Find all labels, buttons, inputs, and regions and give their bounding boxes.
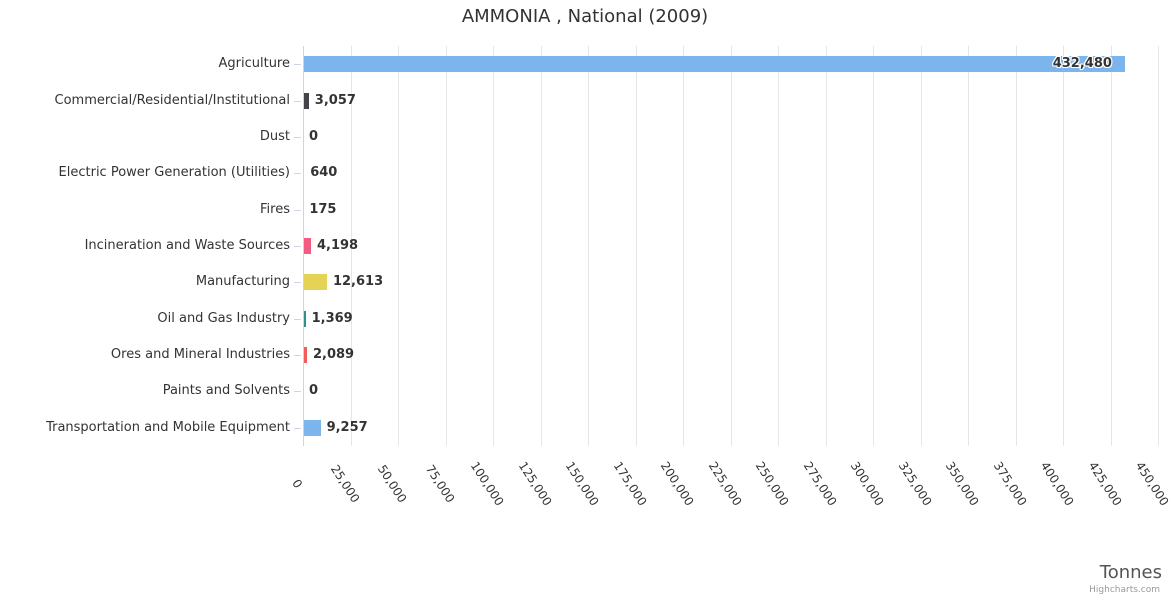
bar-value-label: 175 [309, 201, 337, 217]
x-axis-tick-label: 225,000 [705, 459, 745, 509]
bar-value-label: 12,613 [332, 274, 384, 290]
bar[interactable] [303, 310, 306, 327]
gridline [350, 46, 352, 446]
category-tick-mark [294, 64, 301, 66]
x-axis-tick-label: 150,000 [562, 459, 602, 509]
gridline [825, 46, 827, 446]
bar[interactable] [303, 347, 307, 364]
gridline [1063, 46, 1064, 446]
category-label: Agriculture [218, 56, 291, 72]
bar-value-label: 640 [310, 165, 338, 181]
category-tick-mark [294, 209, 301, 211]
highcharts-credit-link[interactable]: Highcharts.com [1089, 585, 1160, 595]
category-tick-mark [294, 318, 301, 320]
gridline [730, 46, 732, 446]
category-label: Electric Power Generation (Utilities) [58, 165, 290, 181]
gridline [1015, 46, 1017, 446]
bar[interactable] [303, 92, 309, 109]
bar-value-label: 2,089 [312, 347, 355, 363]
category-label: Commercial/Residential/Institutional [54, 92, 291, 108]
gridline [920, 46, 922, 446]
category-axis-line [303, 46, 304, 446]
x-axis-tick-label: 0 [289, 476, 306, 491]
category-tick-mark [294, 173, 301, 175]
x-axis-title: Tonnes [1099, 562, 1162, 583]
category-tick-mark [294, 427, 301, 429]
category-tick-mark [294, 136, 301, 138]
x-axis-tick-label: 450,000 [1132, 459, 1170, 509]
x-axis-tick-label: 300,000 [847, 459, 887, 509]
bar[interactable] [303, 274, 327, 291]
gridline [683, 46, 684, 446]
category-tick-mark [294, 391, 301, 393]
bar-value-label: 9,257 [326, 419, 368, 435]
x-axis-tick-label: 425,000 [1085, 459, 1125, 509]
bar-value-label: 1,369 [311, 310, 353, 326]
gridline [445, 46, 447, 446]
category-tick-mark [294, 100, 301, 102]
x-axis-tick-label: 125,000 [515, 459, 555, 509]
gridline [1158, 46, 1159, 446]
x-axis-tick-label: 200,000 [657, 459, 697, 509]
gridline [540, 46, 542, 446]
gridline [398, 46, 399, 446]
category-label: Ores and Mineral Industries [110, 347, 290, 363]
category-label: Incineration and Waste Sources [84, 238, 290, 253]
x-axis-tick-label: 350,000 [942, 459, 982, 509]
bar-value-label: 0 [309, 383, 319, 399]
x-axis-tick-label: 250,000 [752, 459, 792, 509]
gridline [588, 46, 589, 446]
bar-value-label: 0 [309, 128, 319, 144]
gridline [968, 46, 969, 446]
category-label: Oil and Gas Industry [157, 310, 290, 326]
gridline [1110, 46, 1112, 446]
category-tick-mark [294, 355, 301, 357]
gridline [778, 46, 779, 446]
x-axis-tick-label: 275,000 [800, 459, 840, 509]
category-label: Manufacturing [195, 274, 290, 290]
x-axis-tick-label: 325,000 [895, 459, 935, 509]
x-axis-tick-label: 50,000 [374, 462, 410, 506]
category-label: Transportation and Mobile Equipment [46, 419, 290, 435]
x-axis-tick-label: 375,000 [990, 459, 1030, 509]
gridline [635, 46, 637, 446]
x-axis-tick-label: 175,000 [610, 459, 650, 509]
bar[interactable] [303, 419, 321, 436]
category-tick-mark [294, 282, 301, 284]
bar-value-label: 3,057 [314, 92, 356, 108]
category-label: Paints and Solvents [162, 383, 290, 399]
chart-title: AMMONIA , National (2009) [461, 6, 709, 27]
x-axis-tick-label: 100,000 [467, 459, 507, 509]
bar-value-label: 4,198 [316, 238, 359, 253]
bar-value-label: 432,480 [1052, 56, 1112, 72]
bar[interactable] [303, 238, 311, 254]
category-label: Fires [260, 201, 290, 217]
gridline [493, 46, 494, 446]
x-axis-tick-label: 75,000 [422, 462, 457, 506]
category-tick-mark [294, 246, 301, 247]
category-label: Dust [259, 128, 290, 144]
x-axis-tick-label: 25,000 [327, 462, 362, 506]
bar[interactable] [303, 56, 1125, 73]
gridline [873, 46, 874, 446]
x-axis-tick-label: 400,000 [1037, 459, 1077, 509]
